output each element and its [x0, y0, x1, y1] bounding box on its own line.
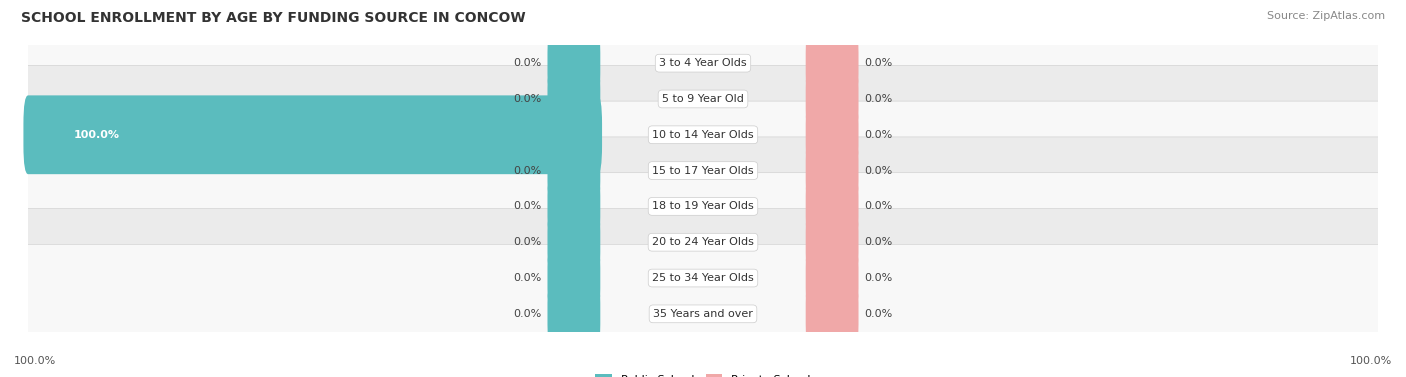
Text: 25 to 34 Year Olds: 25 to 34 Year Olds [652, 273, 754, 283]
Text: 100.0%: 100.0% [14, 356, 56, 366]
FancyBboxPatch shape [20, 173, 1386, 312]
FancyBboxPatch shape [547, 285, 600, 343]
FancyBboxPatch shape [547, 214, 600, 271]
FancyBboxPatch shape [20, 208, 1386, 348]
FancyBboxPatch shape [547, 142, 600, 199]
Text: 0.0%: 0.0% [865, 201, 893, 211]
Text: Source: ZipAtlas.com: Source: ZipAtlas.com [1267, 11, 1385, 21]
Text: 0.0%: 0.0% [865, 58, 893, 68]
FancyBboxPatch shape [806, 285, 859, 343]
Text: 3 to 4 Year Olds: 3 to 4 Year Olds [659, 58, 747, 68]
Text: 0.0%: 0.0% [865, 273, 893, 283]
Text: 0.0%: 0.0% [513, 237, 541, 247]
FancyBboxPatch shape [20, 65, 1386, 204]
FancyBboxPatch shape [20, 29, 1386, 169]
Text: 100.0%: 100.0% [73, 130, 120, 140]
FancyBboxPatch shape [806, 214, 859, 271]
Text: 0.0%: 0.0% [865, 130, 893, 140]
Text: 0.0%: 0.0% [513, 309, 541, 319]
FancyBboxPatch shape [806, 106, 859, 164]
FancyBboxPatch shape [547, 35, 600, 92]
FancyBboxPatch shape [20, 0, 1386, 133]
FancyBboxPatch shape [547, 178, 600, 235]
FancyBboxPatch shape [806, 250, 859, 307]
FancyBboxPatch shape [547, 250, 600, 307]
Legend: Public School, Private School: Public School, Private School [591, 370, 815, 377]
Text: 0.0%: 0.0% [865, 166, 893, 176]
Text: SCHOOL ENROLLMENT BY AGE BY FUNDING SOURCE IN CONCOW: SCHOOL ENROLLMENT BY AGE BY FUNDING SOUR… [21, 11, 526, 25]
FancyBboxPatch shape [20, 244, 1386, 377]
Text: 5 to 9 Year Old: 5 to 9 Year Old [662, 94, 744, 104]
Text: 0.0%: 0.0% [513, 94, 541, 104]
Text: 20 to 24 Year Olds: 20 to 24 Year Olds [652, 237, 754, 247]
Text: 0.0%: 0.0% [865, 237, 893, 247]
Text: 15 to 17 Year Olds: 15 to 17 Year Olds [652, 166, 754, 176]
FancyBboxPatch shape [806, 35, 859, 92]
Text: 35 Years and over: 35 Years and over [652, 309, 754, 319]
Text: 0.0%: 0.0% [865, 309, 893, 319]
Text: 0.0%: 0.0% [865, 94, 893, 104]
FancyBboxPatch shape [806, 142, 859, 199]
Text: 0.0%: 0.0% [513, 58, 541, 68]
FancyBboxPatch shape [24, 95, 602, 174]
FancyBboxPatch shape [20, 101, 1386, 240]
FancyBboxPatch shape [547, 70, 600, 128]
Text: 0.0%: 0.0% [513, 273, 541, 283]
FancyBboxPatch shape [806, 178, 859, 235]
FancyBboxPatch shape [806, 70, 859, 128]
Text: 100.0%: 100.0% [1350, 356, 1392, 366]
Text: 18 to 19 Year Olds: 18 to 19 Year Olds [652, 201, 754, 211]
Text: 10 to 14 Year Olds: 10 to 14 Year Olds [652, 130, 754, 140]
Text: 0.0%: 0.0% [513, 166, 541, 176]
FancyBboxPatch shape [20, 137, 1386, 276]
Text: 0.0%: 0.0% [513, 201, 541, 211]
